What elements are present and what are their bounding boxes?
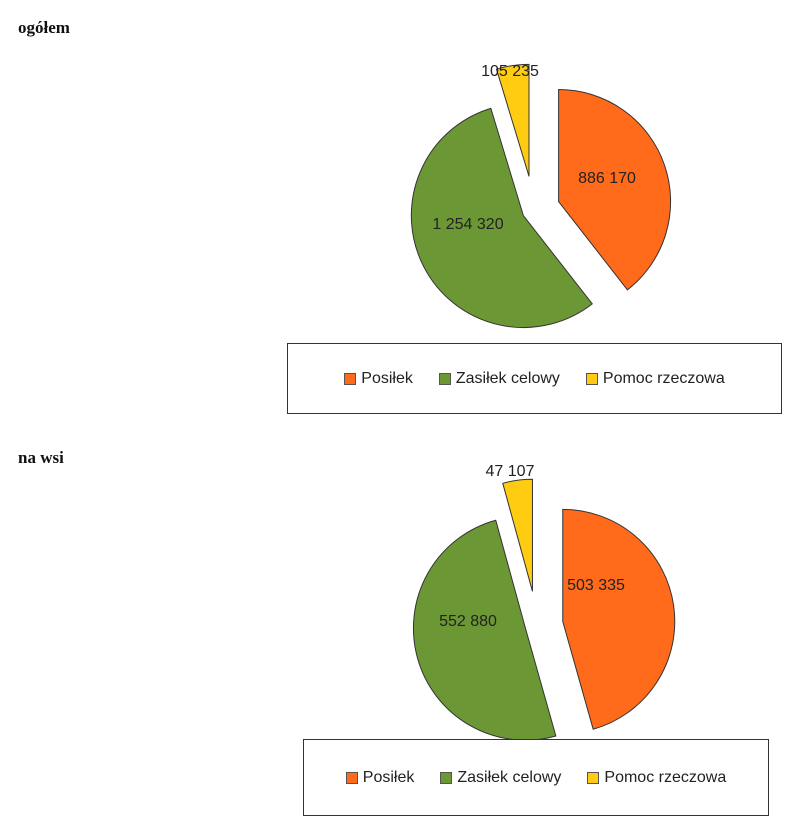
pie-slice-pomoc-rzeczowa (502, 478, 533, 592)
slice-value-label-zasilek-celowy: 1 254 320 (432, 216, 503, 233)
legend-label-posilek: Posiłek (362, 768, 415, 786)
legend-label-pomoc-rzeczowa: Pomoc rzeczowa (602, 369, 725, 387)
slice-value-label-posilek: 503 335 (567, 577, 625, 594)
legend-swatch-pomoc-rzeczowa (585, 372, 598, 385)
pie-slice-zasilek-celowy (412, 519, 557, 741)
legend-item-pomoc-rzeczowa: Pomoc rzeczowa (585, 369, 725, 388)
pie-chart-total: 886 170 1 254 320 105 235 (410, 63, 672, 328)
legend-swatch-posilek (345, 771, 358, 784)
slice-value-label-posilek: 886 170 (578, 170, 636, 187)
legend-item-posilek: Posiłek (344, 370, 413, 388)
pie-slice-pomoc-rzeczowa (495, 63, 530, 177)
legend-rural: Posiłek Zasiłek celowy Pomoc rzeczowa (303, 739, 769, 816)
pie-chart-rural: 503 335 552 880 47 107 (412, 463, 676, 741)
legend-item-posilek: Posiłek (345, 768, 415, 787)
slice-value-label-zasilek-celowy: 552 880 (439, 613, 497, 630)
legend-item-pomoc-rzeczowa: Pomoc rzeczowa (587, 769, 726, 787)
legend-swatch-posilek (344, 372, 357, 385)
slice-value-label-pomoc-rzeczowa: 105 235 (481, 63, 539, 80)
pie-slice-zasilek-celowy (410, 107, 593, 328)
legend-label-pomoc-rzeczowa: Pomoc rzeczowa (604, 768, 727, 786)
section-title-total: ogółem (18, 18, 70, 37)
pie-slice-posilek (562, 508, 676, 730)
legend-label-zasilek-celowy: Zasiłek celowy (455, 369, 560, 387)
legend-total: Posiłek Zasiłek celowy Pomoc rzeczowa (287, 343, 782, 414)
legend-item-zasilek-celowy: Zasiłek celowy (440, 769, 561, 787)
section-title-rural: na wsi (18, 448, 64, 467)
legend-swatch-pomoc-rzeczowa (587, 771, 600, 784)
legend-label-posilek: Posiłek (361, 369, 413, 387)
legend-swatch-zasilek-celowy (438, 372, 451, 385)
legend-label-zasilek-celowy: Zasiłek celowy (457, 768, 562, 786)
pie-slice-posilek (558, 89, 672, 291)
slice-value-label-pomoc-rzeczowa: 47 107 (486, 463, 535, 480)
legend-item-zasilek-celowy: Zasiłek celowy (438, 369, 560, 388)
legend-swatch-zasilek-celowy (440, 771, 453, 784)
